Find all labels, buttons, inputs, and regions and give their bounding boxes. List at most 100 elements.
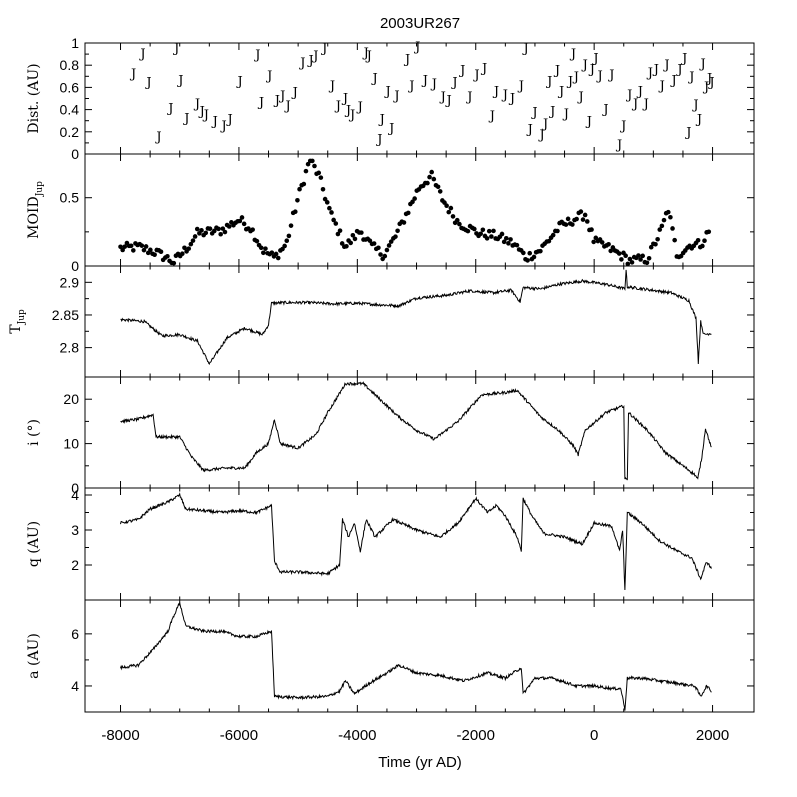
- moid-point: [171, 260, 177, 266]
- encounter-marker: J: [569, 47, 576, 62]
- encounter-marker: J: [684, 126, 691, 141]
- encounter-marker: J: [439, 90, 446, 105]
- moid-point: [192, 234, 198, 239]
- moid-point: [378, 252, 383, 257]
- moid-point: [446, 209, 452, 215]
- moid-point: [646, 255, 652, 261]
- moid-point: [538, 248, 543, 254]
- moid-point: [218, 231, 223, 237]
- encounter-marker: J: [225, 112, 232, 127]
- encounter-marker: J: [508, 91, 515, 106]
- encounter-marker: J: [675, 62, 682, 77]
- x-axis-label: Time (yr AD): [378, 754, 462, 771]
- moid-point: [305, 161, 311, 167]
- moid-point: [454, 217, 460, 223]
- encounter-marker: J: [553, 64, 560, 79]
- moid-point: [478, 231, 484, 237]
- encounter-marker: J: [273, 94, 280, 109]
- moid-point: [629, 260, 635, 265]
- y-tick-label-moid: 0.5: [60, 190, 80, 206]
- encounter-marker: J: [658, 79, 665, 94]
- panel-q-marks: 2 3 4: [71, 487, 754, 600]
- panel-moid-ylabel: MOIDJup: [26, 181, 45, 239]
- moid-point: [203, 230, 209, 236]
- moid-point: [670, 226, 675, 231]
- encounter-marker: J: [375, 132, 382, 147]
- encounter-marker: J: [581, 58, 588, 73]
- encounter-marker: J: [572, 70, 579, 85]
- moid-point: [359, 230, 364, 235]
- moid-point: [431, 176, 437, 182]
- moid-point: [216, 226, 221, 232]
- moid-point: [616, 251, 622, 256]
- encounter-marker: J: [307, 54, 314, 69]
- encounter-marker: J: [211, 115, 218, 130]
- moid-point: [194, 226, 200, 232]
- moid-point: [339, 241, 345, 246]
- encounter-marker: J: [557, 85, 564, 100]
- encounter-marker: J: [521, 41, 528, 56]
- moid-point: [448, 205, 454, 211]
- moid-point: [327, 205, 332, 211]
- encounter-marker: J: [492, 85, 499, 100]
- encounter-marker: J: [588, 62, 595, 77]
- moid-point: [337, 228, 343, 233]
- moid-point: [661, 217, 667, 223]
- moid-point: [207, 226, 213, 232]
- encounter-marker: J: [577, 90, 584, 105]
- encounter-marker: J: [291, 86, 298, 101]
- moid-point: [312, 163, 317, 169]
- encounter-marker: J: [253, 48, 260, 63]
- moid-point: [190, 238, 196, 243]
- moid-point: [638, 257, 643, 262]
- y-tick-label-q: 4: [71, 487, 79, 503]
- moid-point: [310, 158, 315, 164]
- moid-point: [288, 223, 294, 228]
- y-tick-label-tjup: 2.9: [60, 274, 80, 290]
- y-tick-label-q: 2: [71, 557, 79, 573]
- encounter-marker: J: [370, 71, 377, 86]
- moid-point: [297, 186, 302, 192]
- panel-moid-ylabel-main: MOID: [26, 196, 42, 239]
- encounter-marker: J: [662, 58, 669, 73]
- encounter-marker: J: [619, 119, 626, 134]
- moid-point: [655, 236, 660, 242]
- y-tick-label-moid: 0: [71, 258, 79, 274]
- encounter-marker: J: [392, 89, 399, 104]
- panel-q-frame: [84, 487, 755, 601]
- encounter-marker: J: [669, 74, 676, 89]
- encounter-marker: J: [591, 51, 598, 66]
- moid-point: [241, 221, 247, 227]
- moid-point: [292, 209, 298, 215]
- moid-point: [295, 198, 300, 203]
- encounter-marker: J: [687, 70, 694, 85]
- moid-point: [702, 238, 707, 243]
- moid-point: [226, 224, 232, 229]
- moid-point: [582, 212, 588, 218]
- encounter-marker: J: [698, 57, 705, 72]
- encounter-marker: J: [365, 49, 372, 64]
- panel-a: a (AU): [26, 599, 755, 713]
- moid-point: [376, 245, 381, 251]
- moid-point: [367, 238, 373, 243]
- moid-point: [550, 232, 556, 238]
- moid-point: [165, 253, 170, 259]
- encounter-marker: J: [387, 121, 394, 136]
- encounter-marker: J: [444, 94, 451, 109]
- moid-point: [501, 239, 507, 245]
- x-tick-label: -2000: [457, 727, 495, 744]
- moid-point: [393, 234, 398, 239]
- series-line-incl: [120, 381, 712, 481]
- moid-point: [546, 238, 552, 244]
- moid-point: [570, 222, 575, 227]
- moid-point: [503, 235, 509, 241]
- encounter-marker: J: [625, 88, 632, 103]
- encounter-marker: J: [615, 138, 622, 153]
- moid-point: [316, 170, 322, 176]
- moid-point: [120, 247, 125, 253]
- moid-point: [491, 228, 496, 234]
- moid-point: [148, 247, 153, 253]
- moid-point: [352, 236, 358, 242]
- moid-point: [284, 238, 290, 244]
- encounter-marker: J: [695, 112, 702, 127]
